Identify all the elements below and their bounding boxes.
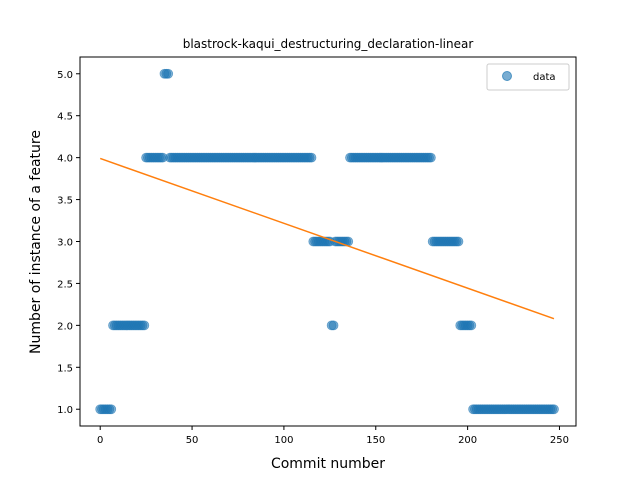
y-tick-label: 4.0 [57, 154, 73, 165]
legend-label-data: data [533, 72, 556, 83]
y-tick-label: 1.5 [57, 363, 73, 374]
data-point [163, 68, 174, 79]
data-point [425, 152, 436, 163]
y-tick-label: 1.0 [57, 405, 73, 416]
chart-title: blastrock-kaqui_destructuring_declaratio… [183, 37, 474, 51]
data-point [549, 404, 559, 415]
x-axis-label: Commit number [271, 456, 385, 472]
data-point [453, 236, 464, 247]
y-tick-label: 2.0 [57, 321, 73, 332]
y-tick-label: 3.5 [57, 196, 73, 207]
fit-line [99, 157, 555, 320]
y-tick-label: 2.5 [57, 279, 73, 290]
data-point [139, 320, 150, 331]
x-tick-label: 100 [274, 435, 293, 446]
x-tick-label: 250 [550, 435, 569, 446]
axes: 0 50 100 150 200 250 1.0 1.5 2.0 2.5 3.0 3.5 4.0 4.5 5… [57, 56, 577, 446]
legend: data [486, 63, 570, 91]
x-tick-label: 0 [97, 435, 103, 446]
plot-area [95, 68, 559, 415]
x-tick-label: 50 [186, 435, 199, 446]
x-tick-label: 150 [366, 435, 385, 446]
y-tick-label: 3.0 [57, 238, 73, 249]
x-tick-label: 200 [458, 435, 477, 446]
data-point [106, 404, 117, 415]
legend-frame [486, 63, 570, 91]
y-axis-label: Number of instance of a feature [28, 130, 44, 354]
data-point [466, 320, 477, 331]
data-point [328, 320, 339, 331]
y-tick-label: 5.0 [57, 70, 73, 81]
legend-marker [502, 71, 512, 81]
data-point [306, 152, 317, 163]
y-tick-label: 4.5 [57, 112, 73, 123]
